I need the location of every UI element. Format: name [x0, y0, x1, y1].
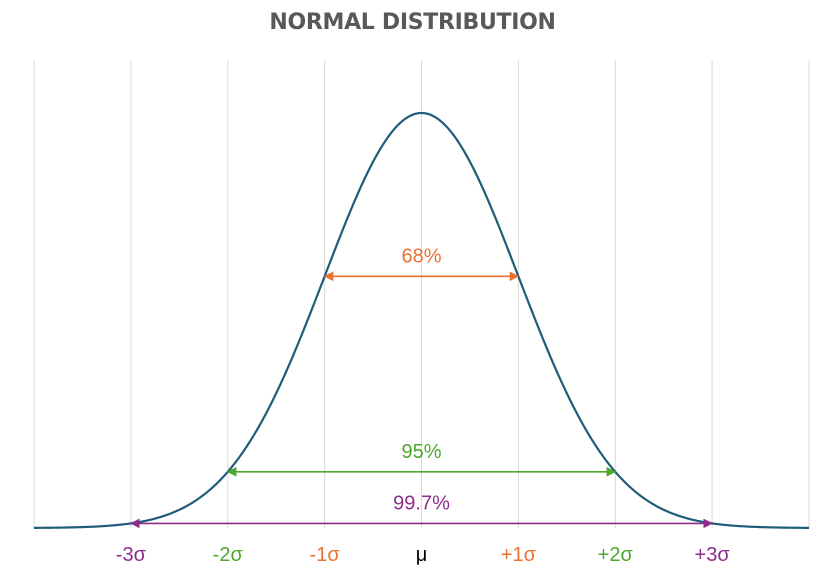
x-tick-label: μ [416, 544, 428, 566]
x-tick-labels: -3σ -2σ -1σ μ +1σ +2σ +3σ [116, 544, 731, 566]
interval-label: 99.7% [393, 492, 450, 514]
normal-curve [33, 111, 810, 529]
x-tick-label: -1σ [310, 544, 341, 566]
x-tick-label: +3σ [695, 544, 731, 566]
gridlines [33, 60, 810, 528]
interval-label: 68% [401, 245, 441, 267]
chart-title: NORMAL DISTRIBUTION [269, 10, 556, 35]
x-tick-label: +1σ [501, 544, 537, 566]
x-tick-label: +2σ [598, 544, 634, 566]
curve-group [33, 111, 810, 529]
interval-label: 95% [401, 441, 441, 463]
x-tick-label: -3σ [116, 544, 147, 566]
x-tick-label: -2σ [213, 544, 244, 566]
interval-arrows: 68% 95% 99.7% [129, 245, 714, 529]
